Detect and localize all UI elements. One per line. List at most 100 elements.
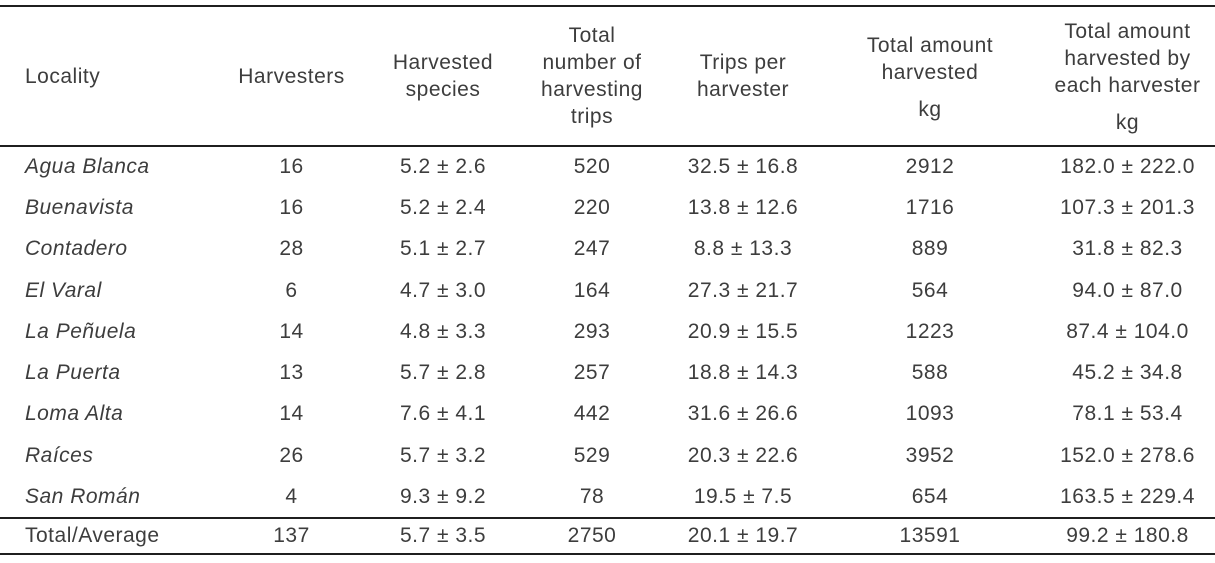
cell-total-trips: 78	[579, 484, 605, 508]
header-harvested-species-label: Harvested species	[392, 51, 494, 101]
cell-harvested-species: 5.2 ± 2.6	[399, 155, 487, 179]
cell-amount-per-harvester: 87.4 ± 104.0	[1066, 319, 1189, 343]
header-total-amount: Total amount harvested kg	[820, 6, 1040, 146]
cell-amount-per-harvester: 78.1 ± 53.4	[1072, 402, 1183, 426]
cell-total-trips: 520	[573, 155, 611, 179]
header-locality: Locality	[0, 6, 215, 146]
cell-total-amount: 3952	[905, 443, 955, 467]
cell-trips-per-harvester: 19.5 ± 7.5	[693, 484, 793, 508]
table-header: Locality Harvesters Harvested species To…	[0, 6, 1215, 146]
cell-harvested-species: 5.7 ± 3.2	[399, 443, 487, 467]
cell-locality: Buenavista	[25, 195, 134, 219]
cell-trips-per-harvester: 27.3 ± 21.7	[687, 278, 799, 302]
cell-harvesters: 16	[279, 195, 304, 219]
cell-trips-per-harvester: 32.5 ± 16.8	[687, 155, 799, 179]
cell-amount-per-harvester: 31.8 ± 82.3	[1072, 237, 1183, 261]
cell-total-trips: 257	[573, 361, 611, 385]
header-locality-label: Locality	[25, 64, 101, 88]
cell-harvesters: 13	[279, 361, 304, 385]
cell-amount-per-harvester: 94.0 ± 87.0	[1072, 278, 1183, 302]
cell-trips-per-harvester: 31.6 ± 26.6	[687, 402, 799, 426]
table-row: Agua Blanca 16 5.2 ± 2.6 520 32.5 ± 16.8 2912…	[0, 146, 1215, 187]
header-total-amount-label: Total amount harvested	[866, 33, 994, 84]
cell-harvesters: 26	[279, 443, 304, 467]
header-harvesters-label: Harvesters	[238, 64, 345, 88]
cell-locality: La Puerta	[25, 361, 121, 385]
header-harvested-species: Harvested species	[368, 6, 518, 146]
footer-trips-per-harvester: 20.1 ± 19.7	[687, 523, 799, 547]
cell-harvesters: 6	[285, 278, 298, 302]
table-row: San Román 4 9.3 ± 9.2 78 19.5 ± 7.5 654 163.5 …	[0, 476, 1215, 517]
cell-trips-per-harvester: 20.3 ± 22.6	[687, 443, 799, 467]
cell-locality: Raíces	[25, 443, 94, 467]
cell-trips-per-harvester: 8.8 ± 13.3	[693, 237, 793, 261]
table-row: Loma Alta 14 7.6 ± 4.1 442 31.6 ± 26.6 1093 78…	[0, 394, 1215, 435]
table-footer: Total/Average 137 5.7 ± 3.5 2750 20.1 ± …	[0, 517, 1215, 554]
cell-total-trips: 220	[573, 195, 611, 219]
footer-total-trips: 2750	[567, 523, 617, 547]
cell-locality: Contadero	[25, 237, 128, 261]
cell-total-amount: 889	[911, 237, 949, 261]
header-total-trips: Total number of harvesting trips	[518, 6, 666, 146]
header-total-trips-label: Total number of harvesting trips	[541, 24, 643, 128]
cell-locality: La Peñuela	[25, 319, 137, 343]
cell-amount-per-harvester: 152.0 ± 278.6	[1060, 443, 1195, 467]
cell-harvested-species: 4.7 ± 3.0	[399, 278, 487, 302]
cell-amount-per-harvester: 45.2 ± 34.8	[1072, 361, 1183, 385]
cell-harvesters: 14	[279, 319, 304, 343]
header-harvesters: Harvesters	[215, 6, 368, 146]
cell-trips-per-harvester: 20.9 ± 15.5	[687, 319, 799, 343]
header-trips-per-harvester: Trips per harvester	[666, 6, 820, 146]
cell-trips-per-harvester: 13.8 ± 12.6	[687, 195, 799, 219]
cell-locality: El Varal	[25, 278, 102, 302]
cell-locality: Loma Alta	[25, 402, 124, 426]
footer-total-amount: 13591	[899, 523, 961, 547]
cell-harvested-species: 7.6 ± 4.1	[399, 402, 487, 426]
footer-harvesters: 137	[273, 523, 310, 547]
footer-amount-per-harvester: 99.2 ± 180.8	[1066, 523, 1189, 547]
cell-harvested-species: 9.3 ± 9.2	[399, 484, 487, 508]
header-total-amount-unit: kg	[918, 97, 942, 121]
table-row: Raíces 26 5.7 ± 3.2 529 20.3 ± 22.6 3952 152.0…	[0, 435, 1215, 476]
cell-harvesters: 28	[279, 237, 304, 261]
cell-harvesters: 16	[279, 155, 304, 179]
cell-total-amount: 1093	[905, 402, 955, 426]
cell-total-amount: 588	[911, 361, 949, 385]
cell-amount-per-harvester: 182.0 ± 222.0	[1060, 155, 1195, 179]
harvest-statistics-table: Locality Harvesters Harvested species To…	[0, 5, 1215, 555]
cell-total-trips: 164	[573, 278, 611, 302]
table-row: La Puerta 13 5.7 ± 2.8 257 18.8 ± 14.3 588 45.…	[0, 352, 1215, 393]
table-body: Agua Blanca 16 5.2 ± 2.6 520 32.5 ± 16.8 2912…	[0, 146, 1215, 518]
cell-total-amount: 1716	[905, 195, 955, 219]
footer-harvested-species: 5.7 ± 3.5	[399, 523, 487, 547]
cell-total-trips: 293	[573, 319, 611, 343]
cell-locality: San Román	[25, 484, 141, 508]
cell-harvested-species: 5.1 ± 2.7	[399, 237, 487, 261]
table-row: Buenavista 16 5.2 ± 2.4 220 13.8 ± 12.6 1716 1…	[0, 187, 1215, 228]
header-amount-per-harvester: Total amount harvested by each harvester…	[1040, 6, 1215, 146]
cell-amount-per-harvester: 107.3 ± 201.3	[1060, 195, 1195, 219]
cell-harvesters: 4	[285, 484, 298, 508]
total-average-row: Total/Average 137 5.7 ± 3.5 2750 20.1 ± …	[0, 518, 1215, 554]
header-amount-per-harvester-label: Total amount harvested by each harvester	[1054, 20, 1201, 97]
cell-total-amount: 654	[911, 484, 949, 508]
cell-amount-per-harvester: 163.5 ± 229.4	[1060, 484, 1195, 508]
cell-total-amount: 1223	[905, 319, 955, 343]
cell-total-amount: 2912	[905, 155, 955, 179]
header-row: Locality Harvesters Harvested species To…	[0, 6, 1215, 146]
footer-locality: Total/Average	[25, 523, 160, 547]
cell-harvested-species: 5.7 ± 2.8	[399, 361, 487, 385]
cell-total-trips: 247	[573, 237, 611, 261]
header-amount-per-harvester-unit: kg	[1115, 111, 1140, 134]
header-trips-per-harvester-label: Trips per harvester	[696, 51, 790, 101]
table-row: El Varal 6 4.7 ± 3.0 164 27.3 ± 21.7 564 94.0 …	[0, 270, 1215, 311]
table-row: Contadero 28 5.1 ± 2.7 247 8.8 ± 13.3 889 31.8…	[0, 229, 1215, 270]
cell-total-amount: 564	[911, 278, 949, 302]
cell-total-trips: 442	[573, 402, 611, 426]
cell-total-trips: 529	[573, 443, 611, 467]
cell-harvested-species: 4.8 ± 3.3	[399, 319, 487, 343]
cell-locality: Agua Blanca	[25, 155, 150, 179]
cell-harvested-species: 5.2 ± 2.4	[399, 195, 487, 219]
cell-harvesters: 14	[279, 402, 304, 426]
table-row: La Peñuela 14 4.8 ± 3.3 293 20.9 ± 15.5 1223 8…	[0, 311, 1215, 352]
